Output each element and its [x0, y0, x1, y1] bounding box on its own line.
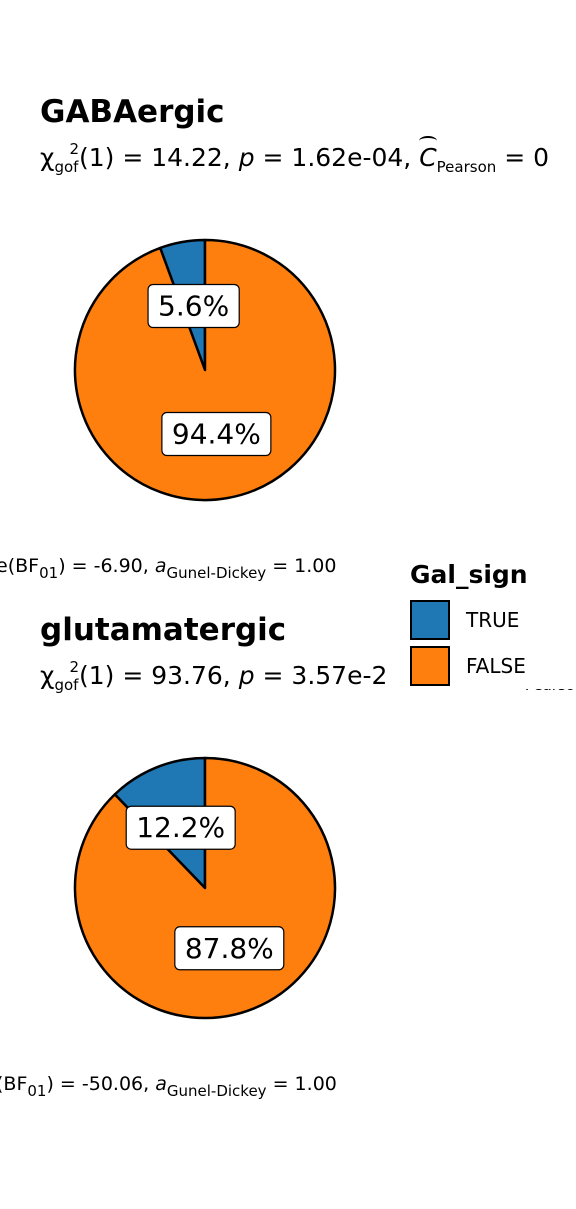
pie-slice-false: [75, 240, 335, 500]
slice-label: 87.8%: [175, 927, 284, 970]
legend-label: FALSE: [466, 654, 526, 678]
slice-label: 5.6%: [148, 285, 239, 328]
panel-caption: e(BF01) = -6.90, aGunel-Dickey = 1.00: [0, 555, 336, 582]
panel-caption: (BF01) = -50.06, aGunel-Dickey = 1.00: [0, 1073, 337, 1100]
panel-title: GABAergic: [40, 94, 225, 130]
pie-slice-false: [75, 758, 335, 1018]
panel-title: glutamatergic: [40, 612, 286, 648]
slice-label: 94.4%: [162, 412, 271, 455]
slice-label: 12.2%: [126, 806, 235, 849]
pie-chart: 12.2% 87.8%: [60, 743, 350, 1033]
legend: Gal_sign TRUE FALSE: [410, 560, 576, 689]
svg-text:94.4%: 94.4%: [172, 417, 261, 450]
pie-chart: 5.6% 94.4%: [60, 225, 350, 515]
legend-item-true: TRUE: [410, 597, 576, 643]
svg-text:12.2%: 12.2%: [136, 811, 225, 844]
svg-text:87.8%: 87.8%: [185, 932, 274, 965]
legend-item-false: FALSE: [410, 643, 576, 689]
panel-gabaergic: GABAergic χgof2(1) = 14.22, p = 1.62e-04…: [0, 90, 576, 610]
panel-subtitle: χgof2(1) = 14.22, p = 1.62e-04, CPearson…: [40, 140, 549, 176]
legend-swatch: [410, 600, 450, 640]
legend-title: Gal_sign: [410, 560, 576, 589]
legend-swatch: [410, 646, 450, 686]
legend-label: TRUE: [466, 608, 519, 632]
svg-text:5.6%: 5.6%: [158, 290, 229, 323]
